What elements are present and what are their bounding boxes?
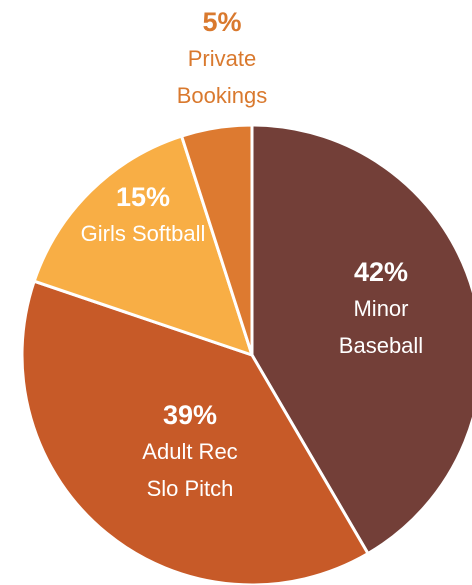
category-label: Minor Baseball [338, 296, 424, 358]
percent-label: 5% [202, 7, 242, 37]
category-label: Adult Rec Slo Pitch [142, 439, 238, 501]
pie-slice [32, 134, 255, 358]
percent-label: 39% [162, 400, 218, 430]
category-label: Girls Softball [80, 221, 206, 246]
pie-slice [20, 279, 371, 585]
percent-label: 42% [353, 257, 409, 287]
category-label: Private Bookings [176, 46, 268, 108]
pie-slice [179, 123, 254, 356]
slice-label: 42% Minor Baseball [316, 254, 446, 364]
slice-label: 15% Girls Softball [78, 179, 208, 252]
slice-label: 5% Private Bookings [157, 4, 287, 114]
percent-label: 15% [115, 182, 171, 212]
slice-label: 39% Adult Rec Slo Pitch [125, 397, 255, 507]
